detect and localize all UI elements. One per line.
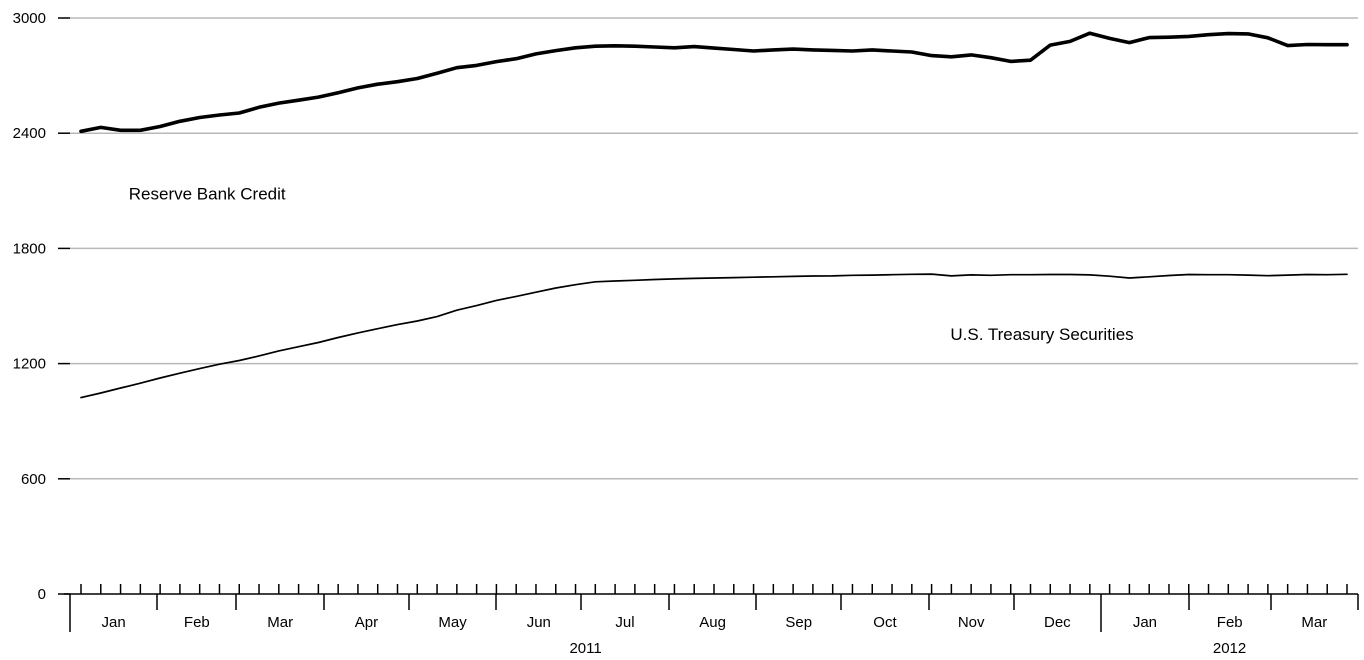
x-month-label: Feb bbox=[184, 614, 210, 631]
x-month-label: Mar bbox=[267, 614, 293, 631]
x-axis: Jan Feb Mar Apr May Jun Jul Aug Sep Oct Nov Dec Jan F… bbox=[64, 584, 1359, 657]
x-month-label: Jan bbox=[1133, 614, 1157, 631]
x-month-label: May bbox=[438, 614, 467, 631]
x-month-label: Mar bbox=[1301, 614, 1327, 631]
x-month-label: Nov bbox=[958, 614, 985, 631]
y-tick-label: 0 bbox=[38, 586, 46, 603]
series-line-1 bbox=[79, 31, 1349, 134]
series-line-2 bbox=[80, 273, 1348, 399]
x-year-label: 2011 bbox=[569, 640, 601, 657]
y-tick-label: 3000 bbox=[13, 10, 46, 27]
gridlines bbox=[70, 17, 1358, 480]
y-tick-label: 2400 bbox=[13, 125, 46, 142]
x-month-label: Jul bbox=[615, 614, 634, 631]
y-tick-label: 1800 bbox=[13, 240, 46, 257]
series-labels: Reserve Bank Credit U.S. Treasury Securit… bbox=[129, 184, 1134, 343]
x-year-label: 2012 bbox=[1213, 640, 1246, 657]
x-month-label: Apr bbox=[355, 614, 378, 631]
x-month-label: Jun bbox=[527, 614, 551, 631]
x-month-label: Oct bbox=[873, 614, 897, 631]
x-month-label: Aug bbox=[699, 614, 726, 631]
x-month-label: Sep bbox=[785, 614, 812, 631]
y-axis: 0 600 1200 1800 2400 3000 bbox=[13, 10, 70, 603]
series-label-1: Reserve Bank Credit bbox=[129, 184, 286, 203]
series-label-2: U.S. Treasury Securities bbox=[950, 325, 1133, 344]
x-month-label: Feb bbox=[1217, 614, 1243, 631]
x-month-label: Jan bbox=[102, 614, 126, 631]
y-tick-label: 600 bbox=[21, 471, 46, 488]
series-lines bbox=[79, 31, 1349, 399]
y-tick-label: 1200 bbox=[13, 356, 46, 373]
x-month-label: Dec bbox=[1044, 614, 1071, 631]
